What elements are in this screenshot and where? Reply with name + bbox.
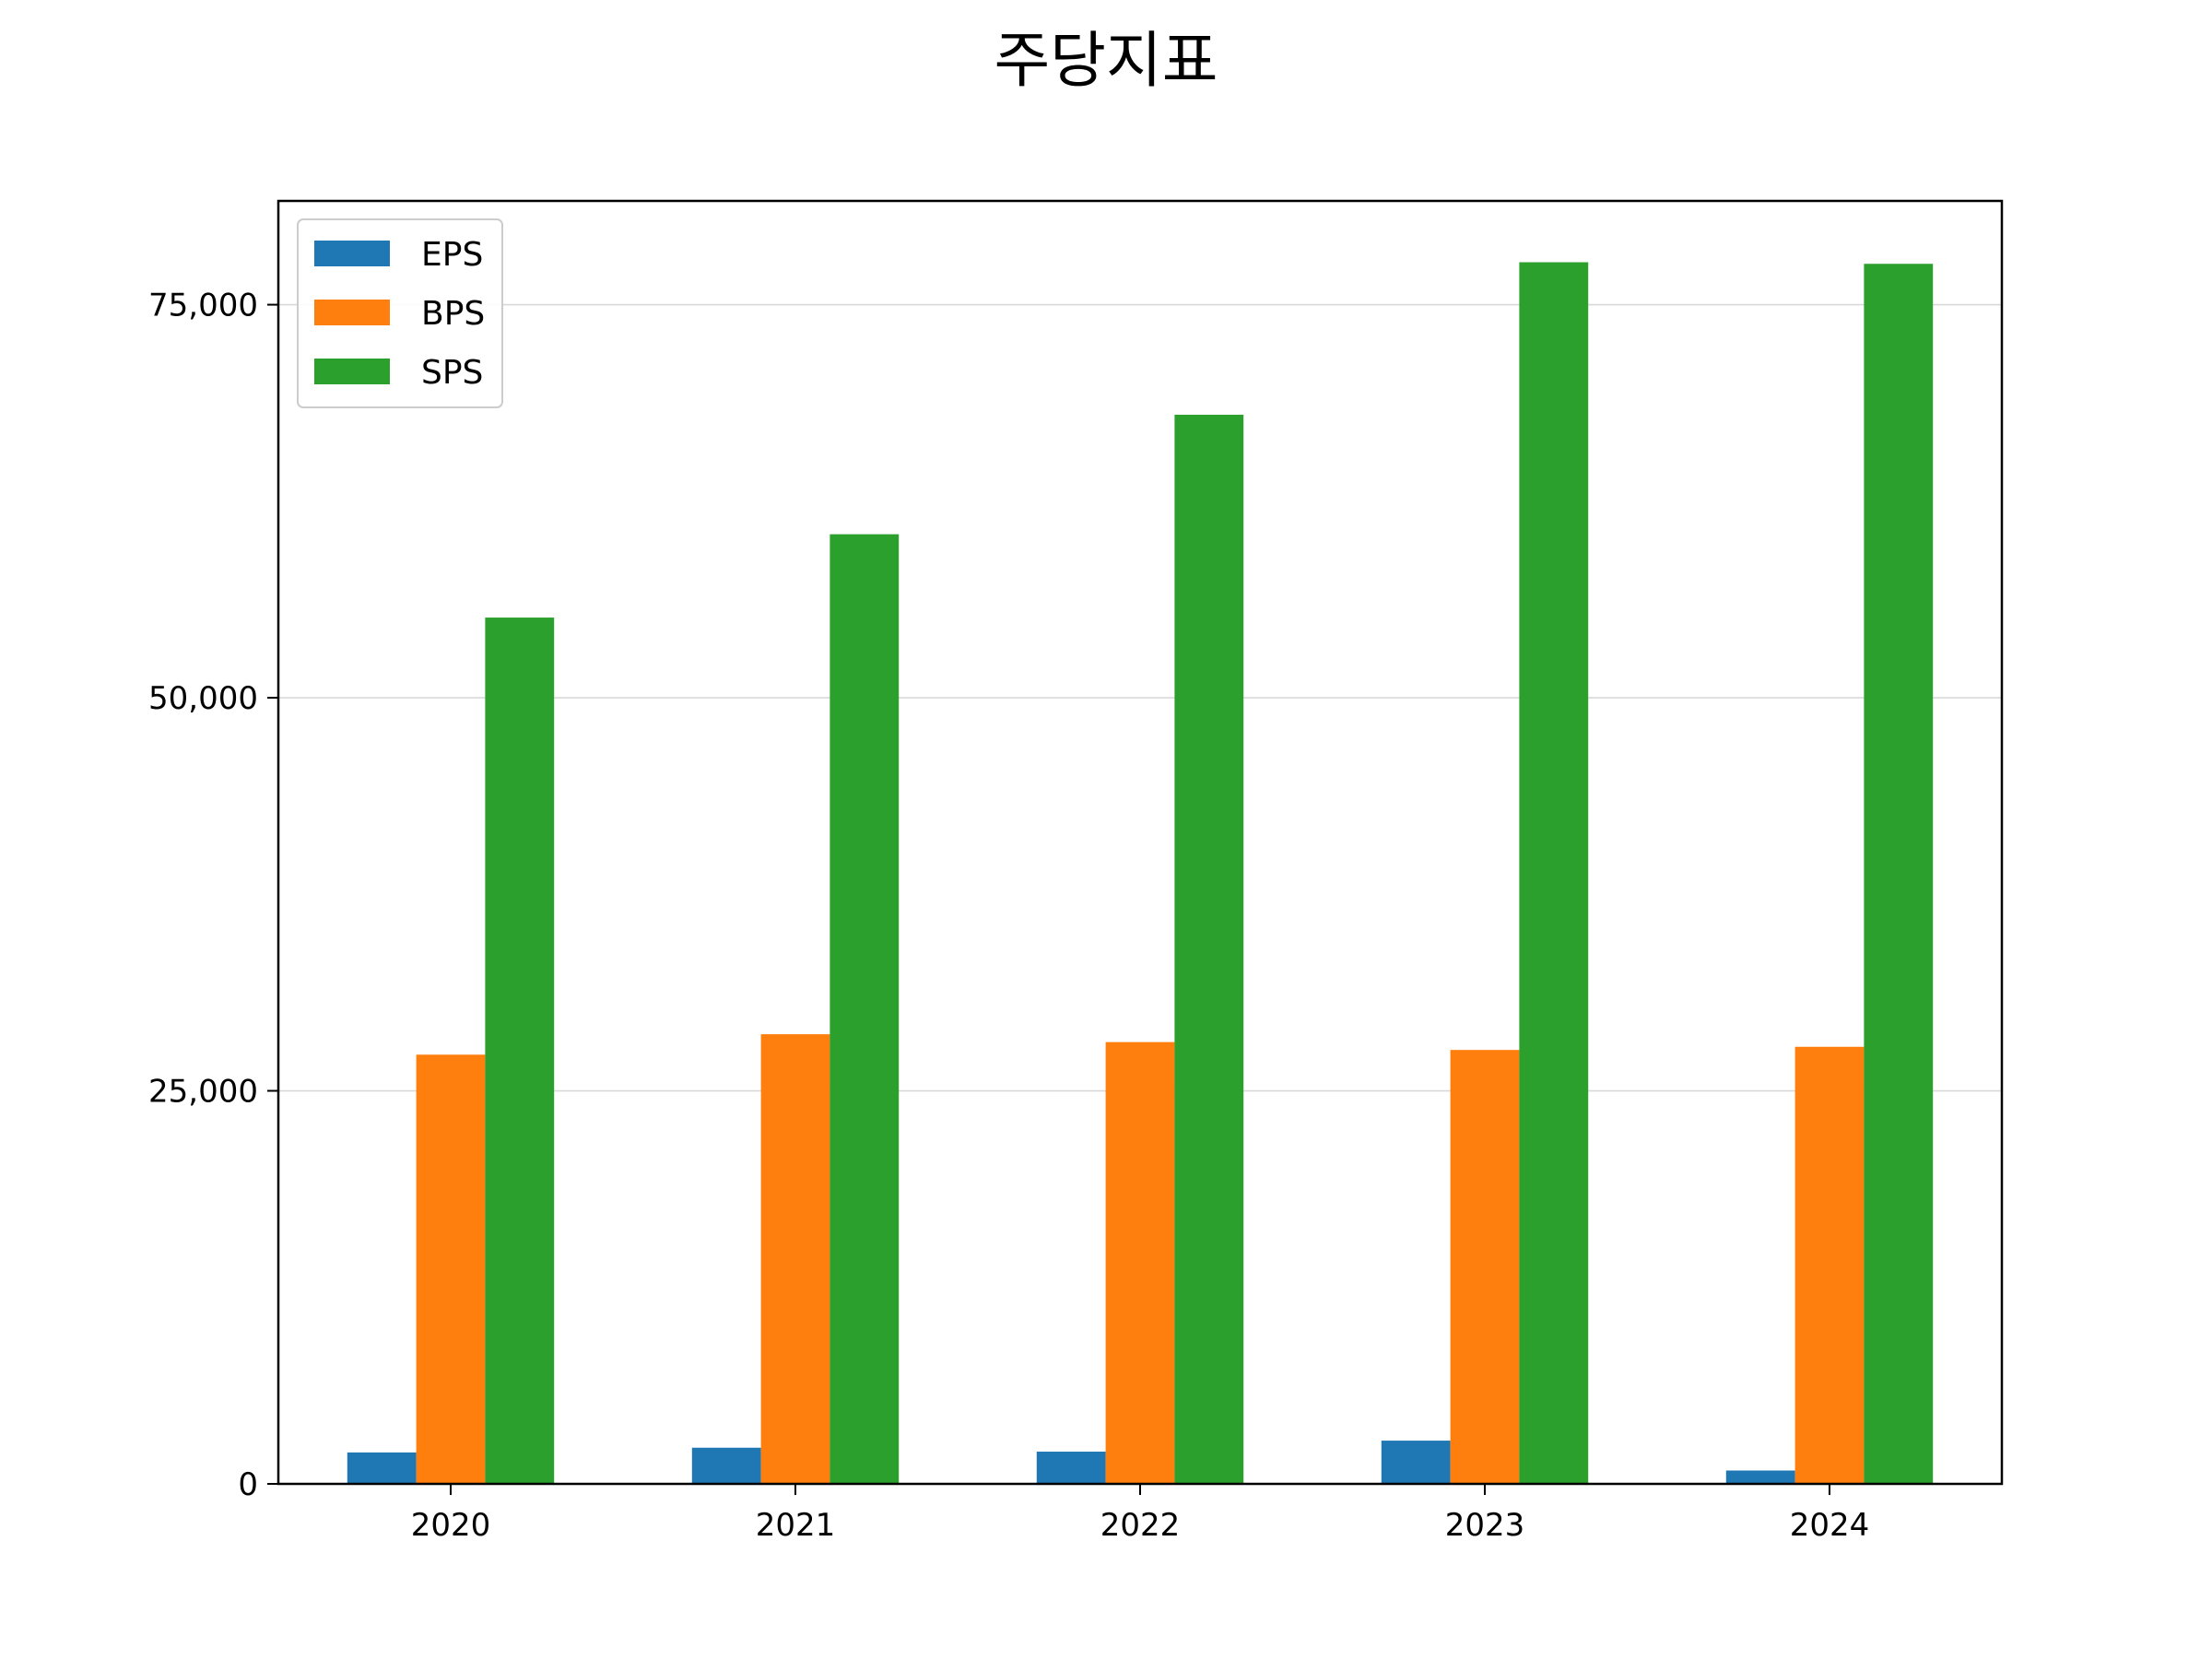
legend-label-sps: SPS: [421, 354, 483, 392]
bar-sps-2021: [830, 534, 900, 1485]
y-tick-label: 0: [238, 1466, 258, 1503]
legend-swatch-bps: [314, 300, 390, 325]
y-axis-ticks: 0 25,000 50,000 75,000: [148, 288, 278, 1503]
legend-label-eps: EPS: [421, 236, 483, 274]
bar-sps-2023: [1519, 262, 1589, 1484]
bar-sps-2022: [1174, 415, 1244, 1484]
chart-title: 주당지표: [994, 25, 1218, 96]
x-tick-label: 2024: [1790, 1507, 1870, 1544]
x-axis-ticks: 2020 2021 2022 2023 2024: [411, 1484, 1870, 1544]
bar-bps-2024: [1794, 1046, 1865, 1484]
bar-bps-2020: [416, 1054, 486, 1484]
x-tick-label: 2020: [411, 1507, 491, 1544]
bar-sps-2020: [485, 618, 555, 1484]
bar-bps-2021: [760, 1034, 830, 1484]
x-tick-label: 2022: [1100, 1507, 1181, 1544]
bar-bps-2022: [1105, 1041, 1175, 1484]
y-tick-label: 25,000: [148, 1074, 258, 1111]
bar-eps-2021: [691, 1447, 761, 1484]
y-tick-label: 75,000: [148, 288, 258, 324]
bar-eps-2024: [1725, 1470, 1795, 1484]
legend-label-bps: BPS: [421, 295, 485, 333]
legend-swatch-eps: [314, 241, 390, 266]
bar-bps-2023: [1450, 1050, 1520, 1484]
legend-swatch-sps: [314, 359, 390, 384]
legend: EPS BPS SPS: [297, 218, 503, 408]
y-tick-label: 50,000: [148, 680, 258, 717]
x-tick-label: 2023: [1445, 1507, 1525, 1544]
x-tick-label: 2021: [756, 1507, 836, 1544]
bar-eps-2023: [1381, 1441, 1451, 1484]
bars: [347, 262, 1934, 1485]
bar-sps-2024: [1864, 264, 1934, 1484]
bar-eps-2022: [1036, 1452, 1106, 1484]
bar-eps-2020: [347, 1452, 417, 1484]
